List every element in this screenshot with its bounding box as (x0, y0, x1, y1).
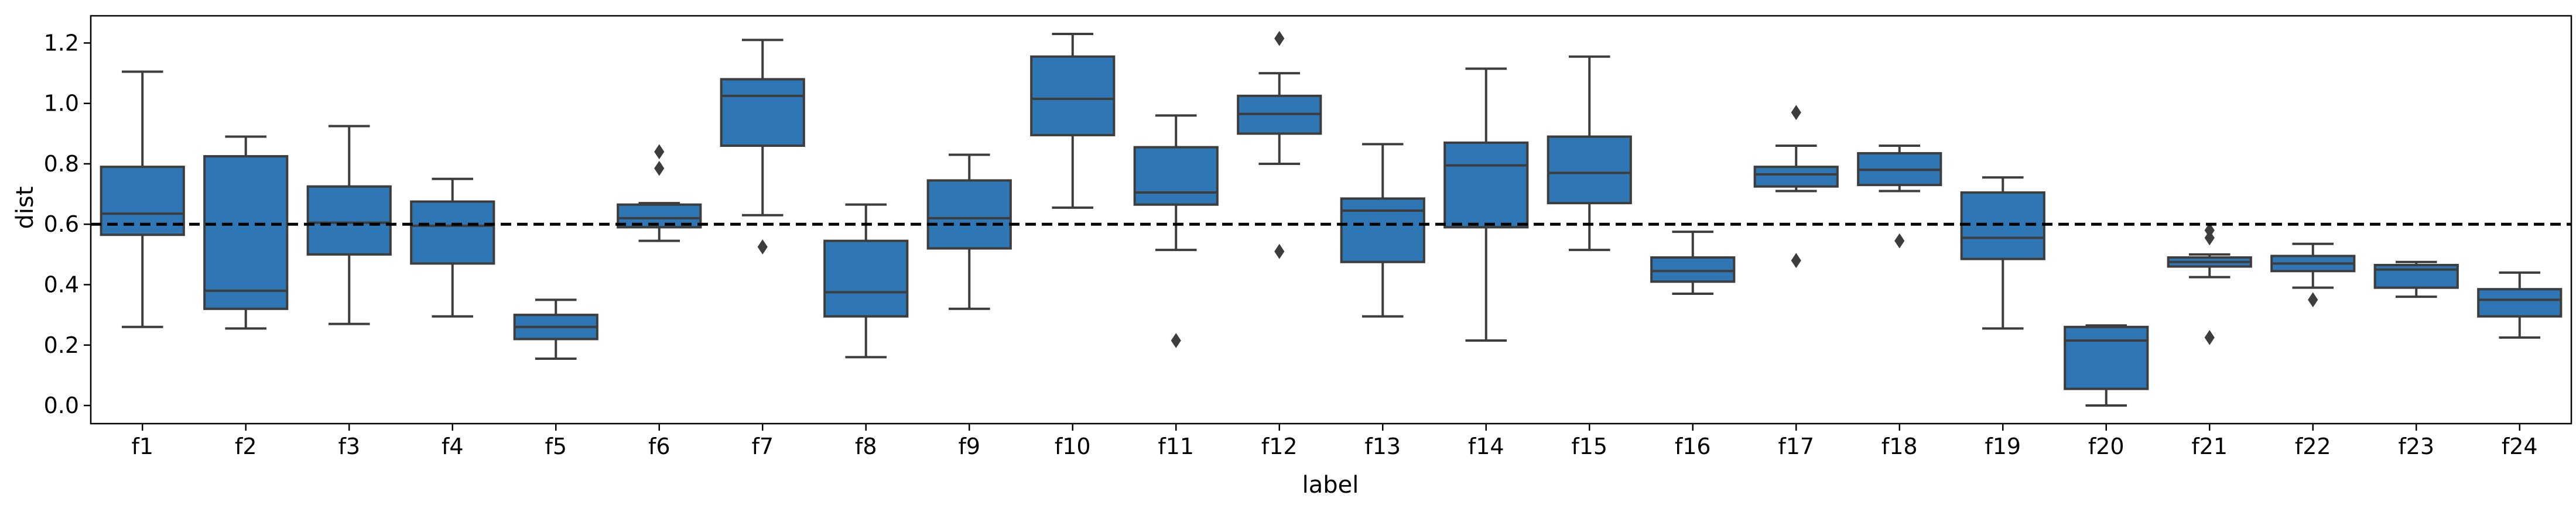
box-f23 (2373, 260, 2459, 298)
outlier-point (1791, 253, 1801, 269)
box-f21 (2167, 222, 2252, 345)
x-axis-label: label (1302, 472, 1359, 499)
outlier-point (2204, 222, 2215, 238)
x-tick-label: f1 (131, 434, 153, 459)
box-iqr (410, 200, 495, 265)
box-f19 (1960, 176, 2045, 330)
y-axis-label: dist (12, 186, 39, 229)
outlier-point (654, 160, 665, 176)
y-tick-label: 0.4 (44, 272, 79, 298)
outlier-point (2204, 329, 2215, 345)
outlier-point (1274, 30, 1285, 46)
x-tick-label: f17 (1778, 434, 1814, 459)
x-tick-label: f8 (855, 434, 877, 459)
x-tick-label: f22 (2295, 434, 2331, 459)
plot-area (91, 30, 2571, 407)
y-tick-label: 0.6 (44, 211, 79, 237)
x-tick-label: f6 (648, 434, 670, 459)
box-iqr (1650, 256, 1736, 283)
x-tick-label: f21 (2191, 434, 2228, 459)
box-iqr (926, 179, 1012, 250)
outlier-point (1274, 243, 1285, 259)
box-f9 (926, 153, 1012, 310)
x-tick-label: f4 (442, 434, 464, 459)
x-tick-label: f7 (751, 434, 774, 459)
x-tick-label: f10 (1055, 434, 1091, 459)
box-f4 (410, 177, 495, 318)
x-tick-label: f2 (235, 434, 257, 459)
x-tick-label: f5 (545, 434, 567, 459)
box-f12 (1237, 30, 1322, 259)
x-tick-label: f16 (1675, 434, 1711, 459)
outlier-point (1171, 333, 1181, 348)
box-f14 (1443, 67, 1529, 342)
box-f1 (100, 70, 185, 328)
outlier-point (2308, 292, 2318, 308)
box-iqr (306, 185, 392, 256)
box-iqr (1340, 197, 1425, 263)
box-f13 (1340, 143, 1425, 318)
x-tick-label: f15 (1571, 434, 1607, 459)
box-iqr (1960, 191, 2045, 260)
x-tick-label: f19 (1985, 434, 2021, 459)
box-iqr (1443, 141, 1529, 229)
box-f6 (617, 144, 702, 242)
box-iqr (1753, 166, 1839, 188)
plot-frame (90, 15, 2572, 425)
box-f15 (1547, 55, 1632, 252)
y-tick-label: 1.2 (44, 30, 79, 56)
x-tick-label: f3 (338, 434, 360, 459)
y-tick-label: 0.2 (44, 332, 79, 358)
box-iqr (1133, 146, 1219, 206)
outlier-point (654, 144, 665, 160)
y-tick-label: 1.0 (44, 91, 79, 116)
y-axis-ticks: 0.0 0.2 0.4 0.6 0.8 1.0 1.2 (44, 30, 91, 418)
x-axis-ticks: f1 f2 f3 f4 f5 f6 f7 f8 f9 f10 f11 f12 f13 f14 f15 f16 f… (131, 424, 2538, 459)
outlier-point (2204, 230, 2215, 246)
box-f2 (203, 135, 289, 330)
box-f20 (2064, 324, 2149, 407)
x-tick-label: f23 (2398, 434, 2434, 459)
x-tick-label: f14 (1468, 434, 1504, 459)
box-f5 (513, 298, 598, 360)
box-f18 (1857, 145, 1942, 249)
box-f7 (720, 39, 805, 255)
box-iqr (2477, 288, 2563, 318)
box-iqr (823, 239, 909, 318)
box-f3 (306, 125, 392, 325)
box-iqr (2064, 325, 2149, 390)
y-tick-label: 0.0 (44, 393, 79, 418)
x-tick-label: f20 (2088, 434, 2125, 459)
x-tick-label: f18 (1881, 434, 1918, 459)
box-f10 (1030, 32, 1116, 209)
x-tick-label: f12 (1261, 434, 1298, 459)
outlier-point (757, 239, 768, 255)
x-tick-label: f11 (1158, 434, 1194, 459)
box-iqr (1030, 55, 1116, 136)
x-tick-label: f24 (2502, 434, 2538, 459)
box-f8 (823, 203, 909, 359)
box-f16 (1650, 231, 1736, 295)
box-iqr (1547, 135, 1632, 205)
box-f11 (1133, 114, 1219, 348)
x-tick-label: f9 (958, 434, 980, 459)
box-iqr (720, 78, 805, 147)
box-f24 (2477, 271, 2563, 339)
box-f22 (2270, 242, 2356, 308)
x-tick-label: f13 (1364, 434, 1401, 459)
outlier-point (1894, 233, 1905, 249)
outlier-point (1791, 105, 1801, 121)
y-tick-label: 0.8 (44, 151, 79, 177)
box-f17 (1753, 105, 1839, 269)
box-iqr (203, 155, 289, 310)
